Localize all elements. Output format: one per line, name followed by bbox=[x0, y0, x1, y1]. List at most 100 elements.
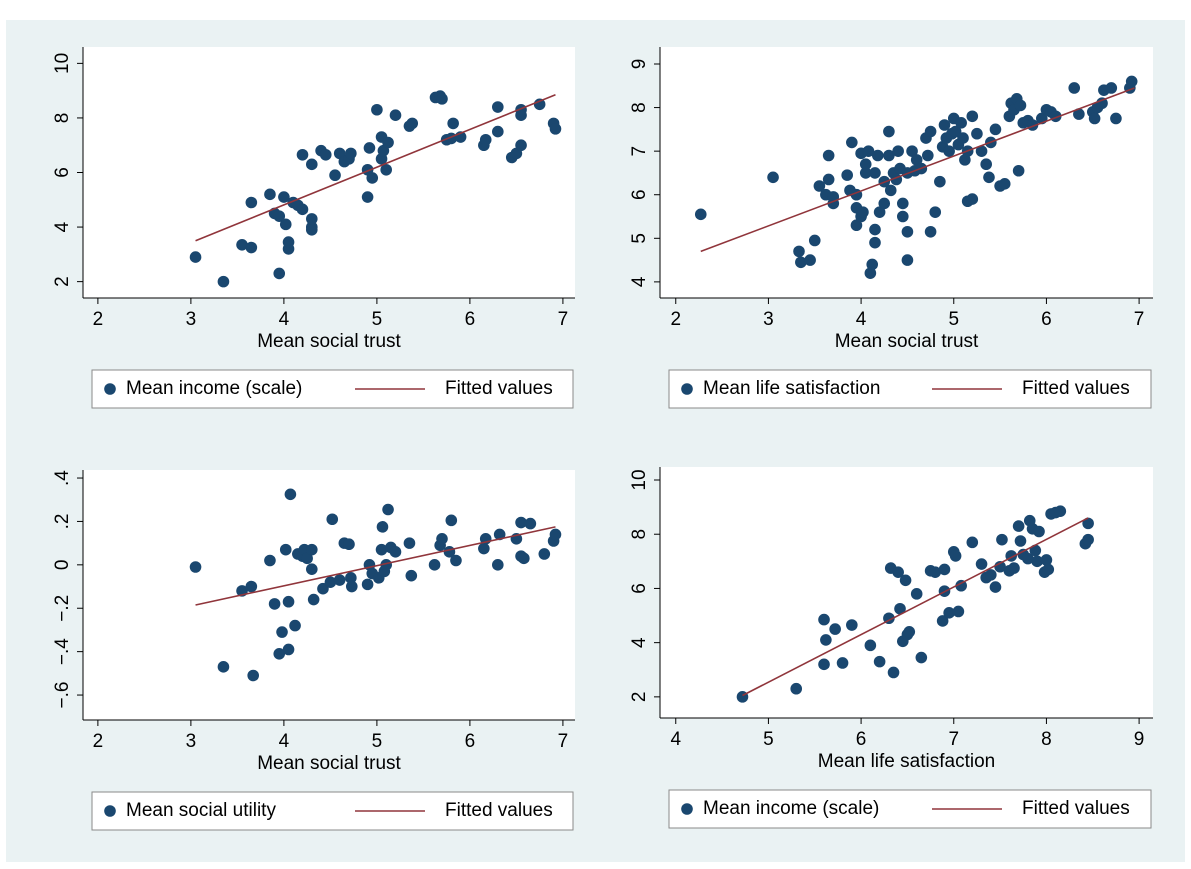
point bbox=[989, 123, 1002, 136]
point bbox=[305, 213, 318, 225]
point bbox=[343, 538, 355, 551]
x-tick-label: 2 bbox=[93, 309, 104, 330]
point bbox=[829, 623, 841, 635]
legend bbox=[668, 369, 1152, 409]
x-tick-label: 7 bbox=[558, 731, 569, 752]
point bbox=[376, 521, 389, 533]
point bbox=[305, 563, 318, 575]
point bbox=[345, 147, 357, 160]
point bbox=[949, 550, 962, 562]
point bbox=[915, 651, 928, 664]
y-tick-label: 8 bbox=[52, 113, 73, 124]
x-tick-label: 7 bbox=[558, 309, 569, 330]
point bbox=[282, 643, 295, 656]
point bbox=[943, 607, 955, 619]
legend-marker bbox=[104, 383, 116, 395]
point bbox=[363, 142, 376, 154]
y-tick-label: .2 bbox=[52, 514, 73, 530]
point bbox=[1068, 82, 1081, 94]
x-tick-label: 7 bbox=[948, 729, 959, 750]
x-tick-label: 7 bbox=[1134, 309, 1145, 330]
point bbox=[846, 136, 858, 149]
point bbox=[1029, 544, 1042, 557]
plot-area bbox=[83, 470, 575, 720]
legend bbox=[91, 791, 574, 831]
point bbox=[850, 219, 863, 232]
point bbox=[333, 574, 346, 586]
point bbox=[247, 669, 260, 682]
point bbox=[273, 648, 286, 660]
x-tick-label: 6 bbox=[856, 729, 867, 750]
y-tick-label: 8 bbox=[629, 102, 650, 113]
point bbox=[910, 588, 923, 600]
point bbox=[1040, 554, 1053, 566]
x-tick-label: 6 bbox=[465, 309, 476, 330]
point bbox=[955, 579, 967, 592]
legend-marker bbox=[104, 805, 116, 817]
x-tick-label: 3 bbox=[763, 309, 774, 330]
point bbox=[901, 254, 914, 266]
point bbox=[1105, 82, 1118, 94]
point bbox=[869, 236, 881, 249]
legend-label: Fitted values bbox=[445, 800, 553, 821]
point bbox=[934, 175, 946, 188]
point bbox=[382, 503, 394, 516]
point bbox=[873, 655, 886, 668]
point bbox=[869, 223, 881, 236]
point bbox=[873, 206, 886, 218]
legend-label: Mean income (scale) bbox=[126, 378, 302, 399]
point bbox=[1012, 520, 1025, 532]
point bbox=[871, 149, 884, 162]
point bbox=[822, 149, 835, 162]
point bbox=[869, 167, 881, 179]
point bbox=[795, 256, 807, 269]
y-tick-label: 6 bbox=[629, 189, 650, 200]
point bbox=[864, 639, 877, 652]
point bbox=[305, 158, 318, 171]
y-tick-label: 4 bbox=[629, 637, 650, 648]
point bbox=[549, 123, 562, 135]
point bbox=[406, 117, 419, 130]
point bbox=[403, 537, 416, 549]
point bbox=[324, 576, 337, 588]
point bbox=[217, 661, 230, 673]
point bbox=[492, 125, 504, 138]
x-tick-label: 5 bbox=[372, 309, 383, 330]
point bbox=[878, 197, 891, 210]
legend-marker bbox=[681, 383, 693, 395]
point bbox=[538, 548, 551, 560]
point bbox=[864, 267, 877, 279]
point bbox=[305, 543, 318, 556]
fitted-line bbox=[195, 526, 556, 606]
x-tick-label: 2 bbox=[670, 309, 681, 330]
point bbox=[989, 581, 1002, 593]
point bbox=[273, 267, 286, 280]
point bbox=[361, 191, 374, 203]
y-tick-label: 7 bbox=[629, 146, 650, 157]
point bbox=[1125, 75, 1138, 88]
point bbox=[1054, 505, 1067, 517]
y-tick-label: 8 bbox=[629, 529, 650, 540]
point bbox=[345, 580, 358, 593]
point bbox=[273, 210, 286, 222]
x-tick-label: 9 bbox=[1134, 729, 1145, 750]
point bbox=[924, 125, 937, 138]
point bbox=[896, 210, 909, 223]
point bbox=[929, 566, 942, 578]
legend-label: Mean social utility bbox=[126, 800, 276, 821]
point bbox=[268, 598, 281, 610]
point bbox=[479, 133, 492, 146]
point bbox=[866, 258, 879, 271]
point bbox=[549, 528, 562, 541]
y-tick-label: −.6 bbox=[52, 682, 73, 709]
point bbox=[793, 245, 805, 258]
point bbox=[818, 658, 830, 671]
point bbox=[279, 543, 292, 556]
point bbox=[361, 578, 374, 591]
point bbox=[859, 167, 872, 179]
point bbox=[975, 558, 988, 570]
point bbox=[1082, 533, 1094, 546]
y-tick-label: 4 bbox=[629, 276, 650, 287]
point bbox=[380, 559, 392, 571]
